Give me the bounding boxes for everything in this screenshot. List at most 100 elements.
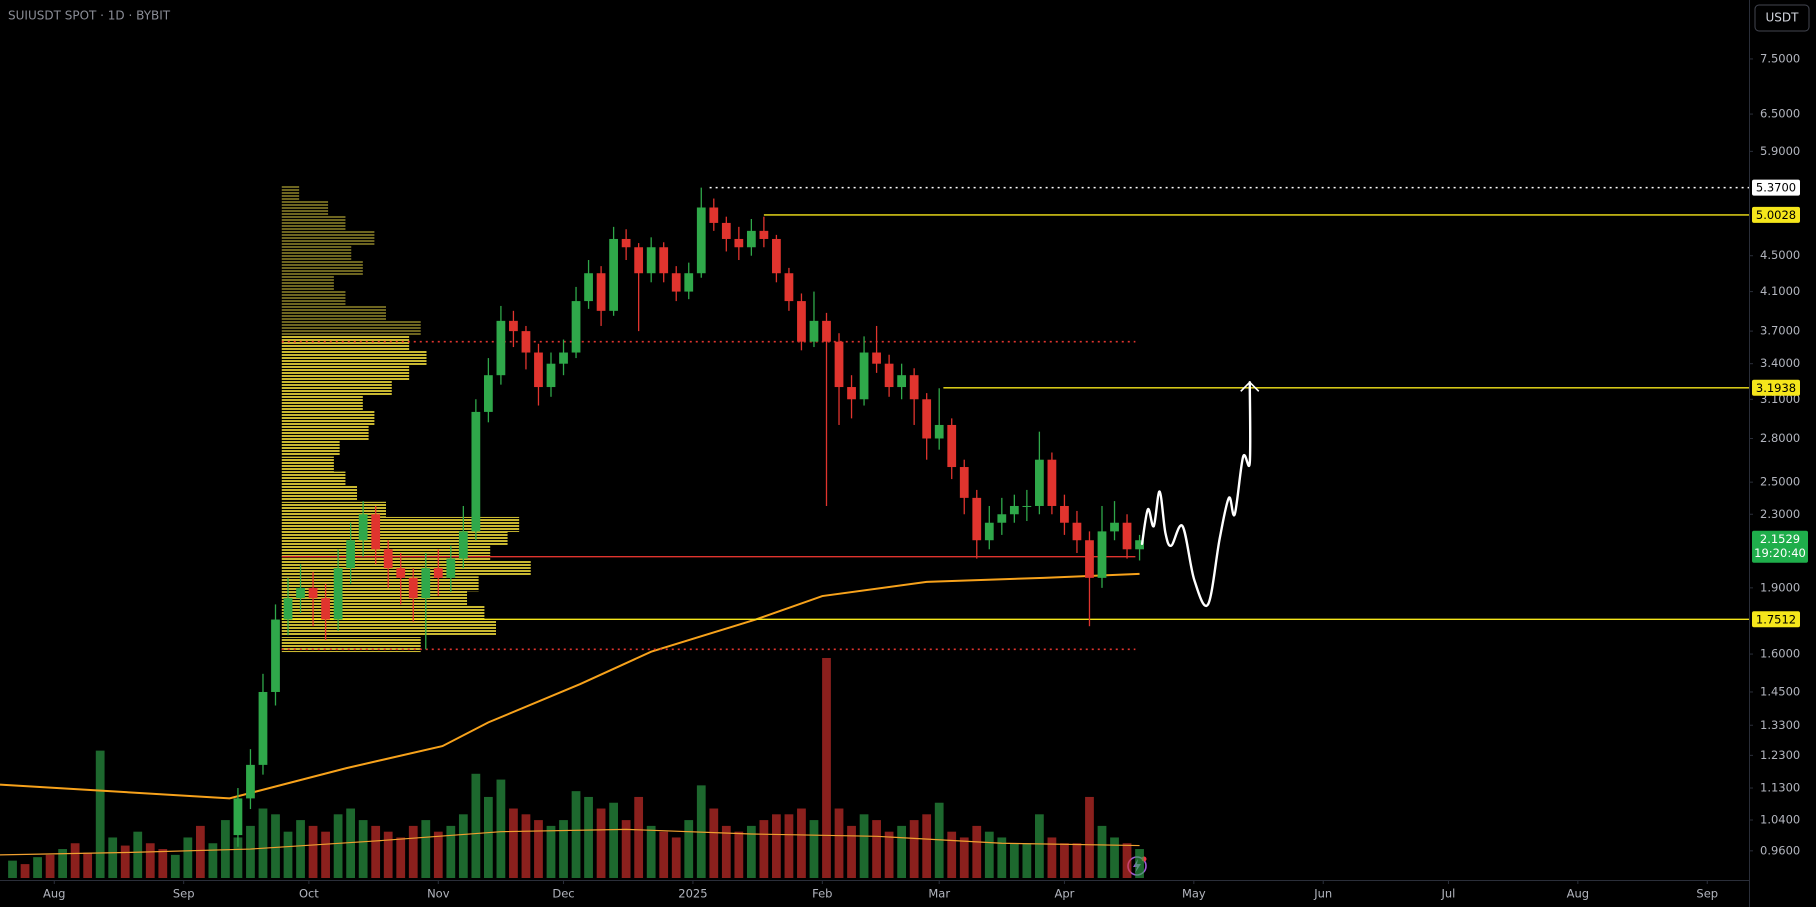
candle-body — [684, 273, 694, 292]
candle-body — [433, 568, 443, 578]
volume-profile-row — [281, 230, 375, 246]
volume-profile-row — [281, 215, 346, 231]
candle-body — [458, 531, 468, 559]
volume-bar — [8, 860, 17, 878]
y-tick-label: 1.6000 — [1760, 647, 1800, 661]
level-label: 1.7512 — [1756, 612, 1796, 626]
volume-bar — [646, 825, 656, 878]
candles — [233, 187, 1144, 847]
candle-body — [909, 375, 919, 400]
y-tick-label: 2.8000 — [1760, 431, 1800, 445]
volume-bar — [20, 864, 30, 878]
volume-bar — [1110, 837, 1119, 878]
candle-body — [772, 238, 781, 274]
volume-profile-row — [281, 200, 329, 216]
x-tick-label: Apr — [1054, 887, 1074, 901]
volume-bar — [972, 825, 982, 878]
volume-bar — [145, 843, 155, 878]
level-label-box — [1752, 379, 1800, 396]
candle-body — [746, 230, 756, 248]
volume-profile-row — [281, 501, 386, 517]
volume-profile-row — [281, 516, 520, 532]
volume-bar — [834, 808, 844, 878]
volume-bar — [959, 837, 969, 878]
currency-label[interactable]: USDT — [1766, 11, 1800, 25]
candle-body — [1085, 540, 1094, 578]
candle-body — [571, 301, 581, 353]
volume-bar — [596, 808, 606, 878]
candle-body — [721, 222, 731, 239]
volume-bar — [847, 825, 856, 878]
volume-profile-row — [281, 440, 340, 456]
y-tick-label: 6.5000 — [1760, 107, 1800, 121]
volume-bar — [208, 843, 218, 878]
projection-arrowhead — [1240, 381, 1260, 392]
volume-bar — [1135, 849, 1144, 878]
volume-bar — [408, 825, 418, 878]
countdown-label: 19:20:40 — [1754, 546, 1806, 560]
volume-profile-row — [281, 335, 410, 351]
y-tick-label: 1.0400 — [1760, 813, 1800, 827]
candle-body — [1034, 459, 1044, 506]
volume-bar — [333, 814, 343, 878]
projection-path — [1140, 381, 1252, 608]
volume-layer — [0, 657, 1144, 878]
volume-bar — [584, 796, 593, 878]
volume-bar — [83, 852, 93, 878]
candle-body — [1047, 459, 1057, 506]
volume-bar — [471, 773, 481, 878]
volume-bar — [772, 814, 781, 878]
volume-bar — [509, 808, 518, 878]
candle-body — [897, 375, 907, 388]
currency-button[interactable] — [1754, 4, 1810, 32]
volume-bar — [108, 837, 118, 878]
volume-profile-row — [281, 275, 334, 291]
volume-bar — [371, 825, 381, 878]
candle-body — [333, 568, 343, 620]
volume-bar — [421, 820, 431, 878]
candle-body — [972, 497, 982, 541]
volume-bar — [884, 831, 894, 878]
y-tick-label: 1.2300 — [1760, 748, 1800, 762]
x-tick-label: Sep — [173, 887, 195, 901]
volume-bar — [1022, 843, 1032, 878]
candle-body — [246, 764, 255, 799]
volume-bar — [671, 837, 681, 878]
y-tick-label: 1.1300 — [1760, 781, 1800, 795]
levels — [281, 186, 1749, 651]
candle-body — [484, 375, 493, 412]
candle-body — [521, 331, 531, 353]
candle-body — [408, 577, 418, 599]
candle-body — [997, 514, 1007, 523]
candle-body — [371, 514, 381, 550]
volume-bar — [45, 854, 55, 878]
y-tick-label: 0.9600 — [1760, 843, 1800, 857]
candle-body — [346, 540, 356, 569]
volume-bar — [872, 820, 881, 878]
y-tick-label: 1.3300 — [1760, 718, 1800, 732]
candle-body — [659, 247, 669, 274]
ma-line — [0, 572, 1140, 800]
volume-bar — [358, 820, 368, 878]
volume-bar — [797, 808, 806, 878]
volume-bar — [822, 657, 831, 878]
volume-bar — [1072, 843, 1082, 878]
candle-body — [383, 549, 393, 569]
volume-bar — [521, 814, 531, 878]
volume-bar — [170, 854, 180, 878]
volume-profile-row — [281, 395, 363, 411]
candle-body — [784, 273, 794, 302]
volume-bar — [947, 831, 957, 878]
candle-body — [671, 273, 681, 292]
volume-bar — [70, 843, 80, 878]
volume-bar — [859, 814, 869, 878]
y-tick-label: 1.4500 — [1760, 684, 1800, 698]
level-label-box — [1752, 611, 1800, 628]
volume-profile-row — [281, 485, 358, 501]
candle-body — [1009, 505, 1019, 515]
level-label-box — [1752, 206, 1800, 223]
candle-body — [1110, 522, 1119, 532]
volume-bar — [296, 820, 305, 878]
volume-bar — [458, 814, 468, 878]
